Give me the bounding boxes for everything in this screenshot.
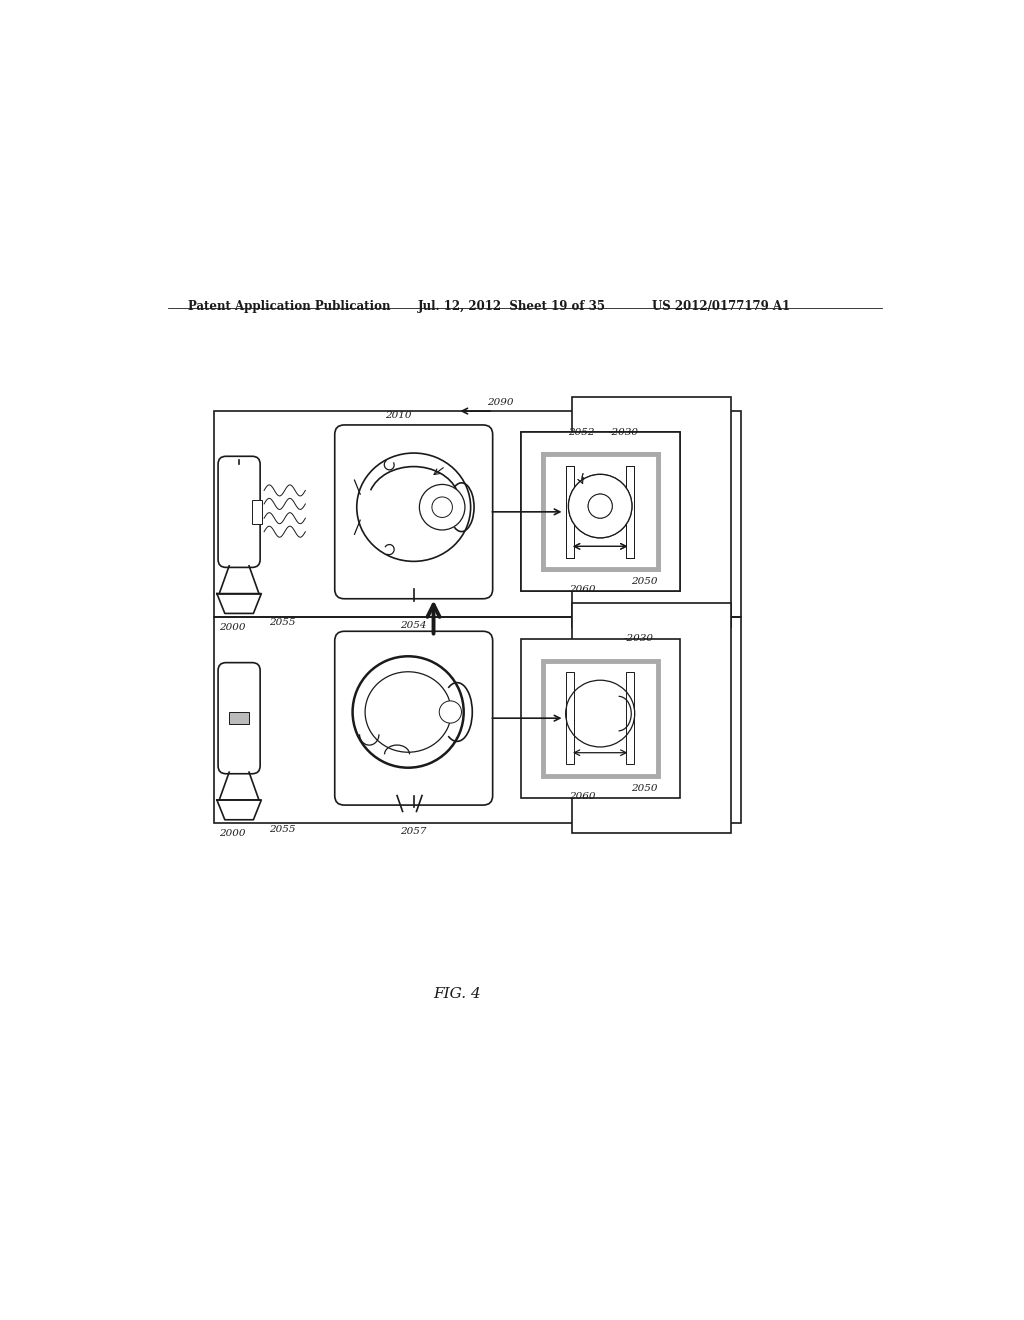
Circle shape (588, 494, 612, 519)
Bar (627, 466, 634, 558)
Bar (543, 660, 657, 776)
Bar (214, 411, 741, 616)
Text: Jul. 12, 2012  Sheet 19 of 35: Jul. 12, 2012 Sheet 19 of 35 (418, 300, 605, 313)
Bar (521, 639, 680, 797)
Bar (566, 672, 574, 764)
Text: 2010: 2010 (385, 412, 411, 420)
Text: 2090: 2090 (486, 399, 513, 407)
Bar (627, 466, 634, 558)
Text: 2000: 2000 (219, 623, 246, 632)
Text: 2060: 2060 (569, 792, 596, 801)
Circle shape (420, 484, 465, 531)
Bar (521, 433, 680, 591)
Text: -2030: -2030 (608, 428, 638, 437)
Bar (543, 454, 657, 569)
Bar (572, 397, 731, 627)
Text: 2054: 2054 (400, 620, 427, 630)
Text: 2050: 2050 (631, 784, 657, 792)
Text: 2000: 2000 (219, 829, 246, 838)
FancyBboxPatch shape (335, 425, 493, 599)
Text: 2055: 2055 (269, 618, 296, 627)
Circle shape (568, 474, 632, 537)
Bar (572, 603, 731, 833)
Circle shape (588, 494, 612, 519)
Text: 2057: 2057 (400, 826, 427, 836)
Bar (566, 466, 574, 558)
Circle shape (568, 474, 632, 537)
Text: Patent Application Publication: Patent Application Publication (187, 300, 390, 313)
Bar (214, 618, 741, 822)
Circle shape (439, 701, 462, 723)
Text: 2060: 2060 (569, 585, 596, 594)
Bar (521, 433, 680, 591)
Text: 2050: 2050 (631, 577, 657, 586)
FancyBboxPatch shape (218, 457, 260, 568)
Bar (229, 711, 249, 725)
Bar (627, 672, 634, 764)
Text: 2052: 2052 (568, 428, 595, 437)
Text: 2055: 2055 (269, 825, 296, 833)
Text: -2030: -2030 (624, 634, 654, 643)
FancyBboxPatch shape (218, 663, 260, 774)
FancyBboxPatch shape (335, 631, 493, 805)
Circle shape (432, 496, 453, 517)
Text: US 2012/0177179 A1: US 2012/0177179 A1 (652, 300, 790, 313)
Bar (252, 500, 262, 524)
Bar (566, 466, 574, 558)
Bar (543, 454, 657, 569)
Text: FIG. 4: FIG. 4 (433, 987, 481, 1002)
